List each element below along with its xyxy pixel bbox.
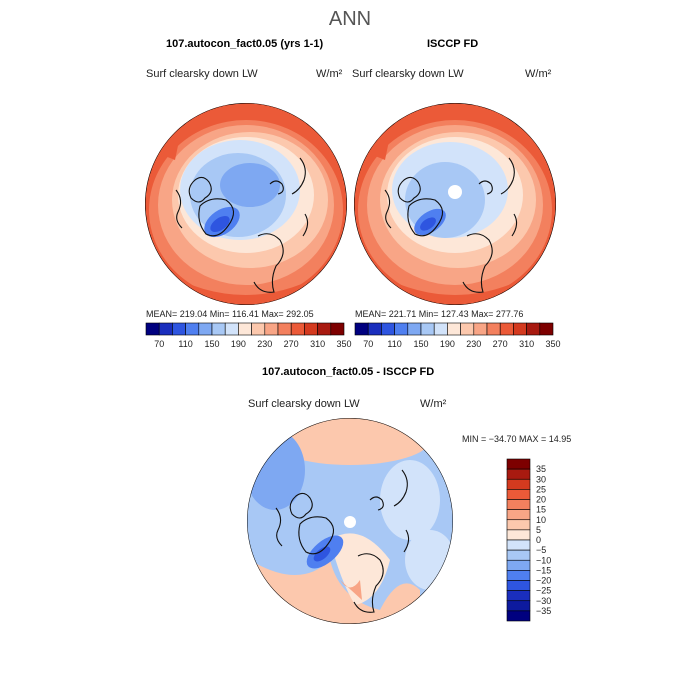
colorbar-3-swatch <box>506 570 531 581</box>
colorbar-3-swatch <box>506 519 531 531</box>
colorbar-1-swatch <box>330 322 345 336</box>
figure-title: ANN <box>328 8 372 30</box>
colorbar-1-swatch <box>224 322 239 336</box>
map-1 <box>145 103 347 305</box>
colorbar-2-swatch <box>499 322 514 336</box>
colorbar-3-tick-label: −30 <box>536 596 551 606</box>
colorbar-1-tick-label: 350 <box>336 339 351 349</box>
colorbar-3-tick-label: 15 <box>536 505 546 515</box>
panel-2-units: W/m² <box>525 68 552 80</box>
panel-3-units: W/m² <box>420 398 447 410</box>
colorbar-1: 70 110 150 190 230 270 310 350 <box>145 322 352 349</box>
colorbar-1-swatch <box>145 322 160 336</box>
panel-1-variable: Surf clearsky down LW <box>146 68 258 80</box>
colorbar-2-swatch <box>407 322 422 336</box>
colorbar-1-tick-label: 70 <box>154 339 164 349</box>
colorbar-3-tick-label: 30 <box>536 474 546 484</box>
colorbar-1-swatch <box>304 322 318 336</box>
colorbar-2-swatch <box>513 322 527 336</box>
colorbar-2-tick-label: 350 <box>545 339 560 349</box>
map-3 <box>247 418 453 624</box>
colorbar-3-swatch <box>506 529 531 541</box>
colorbar-2-swatch <box>526 322 541 336</box>
panel-3-stats: MIN = −34.70 MAX = 14.95 <box>462 434 572 444</box>
colorbar-1-swatch <box>264 322 279 336</box>
colorbar-2-swatch <box>354 322 369 336</box>
panel-1-units: W/m² <box>316 68 343 80</box>
colorbar-3-swatch <box>506 489 531 500</box>
colorbar-1-swatch <box>238 322 252 336</box>
panel-2-variable: Surf clearsky down LW <box>352 68 464 80</box>
panel-2-stats: MEAN= 221.71 Min= 127.43 Max= 277.76 <box>355 309 524 319</box>
colorbar-3-swatch <box>506 478 531 490</box>
colorbar-2-swatch <box>381 322 395 336</box>
colorbar-1-tick-label: 110 <box>178 339 192 349</box>
colorbar-3-swatch <box>506 468 531 480</box>
colorbar-1-tick-label: 150 <box>204 339 219 349</box>
colorbar-2-swatch <box>367 322 382 336</box>
colorbar-2-swatch <box>394 322 409 336</box>
colorbar-2-swatch <box>539 322 554 336</box>
colorbar-1-tick-label: 270 <box>284 339 299 349</box>
colorbar-1-swatch <box>185 322 200 336</box>
colorbar-2-swatch <box>460 322 475 336</box>
colorbar-1-tick-label: 230 <box>257 339 272 349</box>
colorbar-3-tick-label: −20 <box>536 576 551 586</box>
colorbar-2-tick-label: 270 <box>493 339 508 349</box>
colorbar-3-tick-label: 20 <box>536 495 546 505</box>
colorbar-3-tick-label: 10 <box>536 515 546 525</box>
colorbar-3-swatch <box>506 509 531 521</box>
colorbar-2-swatch <box>433 322 448 336</box>
colorbar-2: 70 110 150 190 230 270 310 350 <box>354 322 561 349</box>
colorbar-1-swatch <box>290 322 305 336</box>
colorbar-1-tick-label: 190 <box>231 339 246 349</box>
colorbar-3-tick-label: −35 <box>536 606 551 616</box>
colorbar-2-tick-label: 110 <box>387 339 401 349</box>
colorbar-1-swatch <box>198 322 213 336</box>
colorbar-3-swatch <box>506 549 531 561</box>
colorbar-1-tick-label: 310 <box>310 339 325 349</box>
colorbar-3-tick-label: −15 <box>536 565 551 575</box>
colorbar-2-tick-label: 70 <box>363 339 373 349</box>
colorbar-1-swatch <box>277 322 292 336</box>
colorbar-3-tick-label: −10 <box>536 555 551 565</box>
colorbar-3-swatch <box>506 499 531 510</box>
panel-2-title: ISCCP FD <box>427 38 479 50</box>
colorbar-2-tick-label: 230 <box>466 339 481 349</box>
map-2 <box>354 103 556 305</box>
colorbar-3-tick-label: 0 <box>536 535 541 545</box>
colorbar-3-swatch <box>506 458 531 470</box>
colorbar-3-tick-label: 5 <box>536 525 541 535</box>
colorbar-3-tick-label: −25 <box>536 586 551 596</box>
colorbar-3-swatch <box>506 600 531 612</box>
colorbar-3-tick-label: 35 <box>536 464 546 474</box>
colorbar-2-swatch <box>420 322 435 336</box>
panel-3-variable: Surf clearsky down LW <box>248 398 360 410</box>
colorbar-2-tick-label: 310 <box>519 339 534 349</box>
panel-3-title: 107.autocon_fact0.05 - ISCCP FD <box>262 366 435 378</box>
colorbar-1-swatch <box>172 322 186 336</box>
colorbar-3-tick-label: −5 <box>536 545 546 555</box>
colorbar-1-swatch <box>317 322 332 336</box>
colorbar-2-swatch <box>447 322 461 336</box>
colorbar-3-swatch <box>506 580 531 591</box>
colorbar-2-tick-label: 150 <box>413 339 428 349</box>
colorbar-3-swatch <box>506 539 531 551</box>
colorbar-1-swatch <box>211 322 226 336</box>
colorbar-3-swatch <box>506 610 531 622</box>
colorbar-3-tick-label: 25 <box>536 484 546 494</box>
colorbar-2-tick-label: 190 <box>440 339 455 349</box>
panel-1-stats: MEAN= 219.04 Min= 116.41 Max= 292.05 <box>146 309 314 319</box>
colorbar-3-swatch <box>506 590 531 602</box>
colorbar-1-swatch <box>251 322 266 336</box>
colorbar-3-swatch <box>506 559 531 571</box>
colorbar-2-swatch <box>486 322 501 336</box>
panel-1-title: 107.autocon_fact0.05 (yrs 1-1) <box>166 38 324 50</box>
colorbar-1-swatch <box>158 322 173 336</box>
colorbar-2-swatch <box>473 322 488 336</box>
